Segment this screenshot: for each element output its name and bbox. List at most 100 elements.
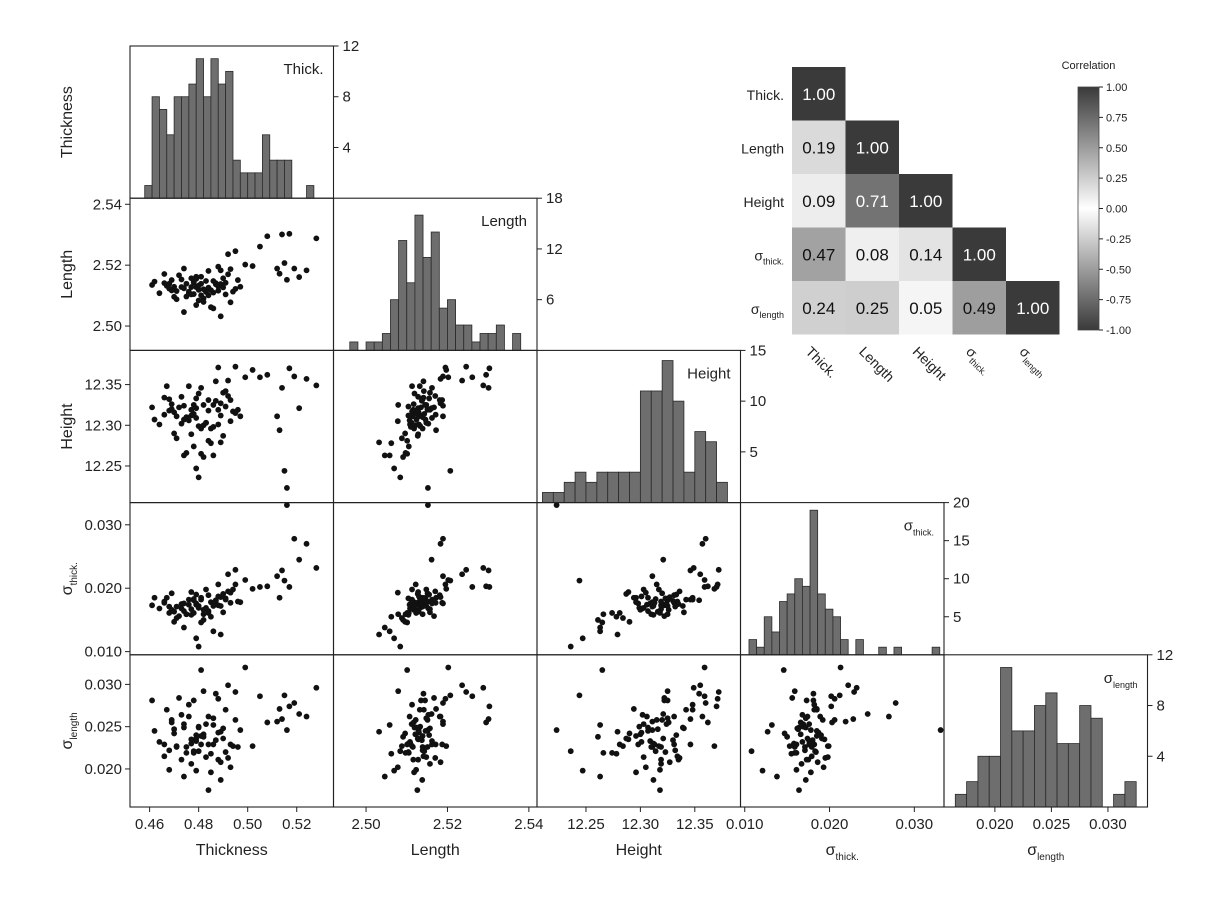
scatter-point [225, 393, 231, 399]
scatter-point [659, 590, 666, 597]
count-tick-label: 4 [1157, 748, 1165, 765]
scatter-point [200, 402, 207, 408]
y-tick-label: 0.020 [84, 580, 122, 597]
scatter-point [665, 719, 672, 726]
scatter-point [431, 695, 437, 701]
scatter-point [851, 689, 858, 695]
scatter-point [257, 374, 263, 381]
scatter-point [786, 743, 793, 750]
scatter-point [469, 584, 476, 590]
scatter-point [284, 485, 290, 491]
histogram-bar [1056, 743, 1069, 808]
scatter-point [748, 748, 755, 755]
scatter-point [424, 406, 431, 413]
scatter-point [212, 690, 219, 697]
scatter-point [281, 260, 288, 266]
scatter-point [225, 251, 231, 258]
scatter-point [485, 716, 492, 722]
scatter-point [426, 395, 433, 402]
panel-frame [332, 349, 538, 504]
histogram-bar [1011, 730, 1024, 808]
scatter-point [257, 243, 263, 250]
scatter-point [715, 689, 722, 695]
histogram-bar [786, 593, 796, 656]
scatter-point [225, 271, 231, 278]
scatter-point [483, 371, 490, 378]
scatter-point [440, 721, 446, 728]
scatter-point [660, 735, 667, 742]
scatter-point [407, 424, 414, 430]
scatter-point [203, 586, 209, 593]
scatter-point [181, 624, 187, 631]
scatter-point [666, 594, 673, 600]
scatter-point [188, 760, 195, 767]
scatter-point [701, 693, 708, 700]
histogram-bar [1113, 793, 1126, 808]
scatter-point [397, 748, 404, 755]
scatter-point [151, 278, 158, 285]
scatter-point [264, 371, 271, 378]
scatter-point [672, 747, 679, 754]
scatter-point [210, 741, 217, 748]
scatter-point [168, 719, 175, 726]
scatter-point [440, 600, 446, 607]
histogram-bar [381, 333, 391, 351]
scatter-point [443, 367, 450, 373]
scatter-point [291, 265, 298, 272]
scatter-point [193, 767, 200, 774]
scatter-point [485, 567, 492, 574]
scatter-point [381, 773, 388, 780]
scatter-point [480, 382, 487, 389]
heatmap-row-label: Height [744, 194, 785, 210]
scatter-point [205, 610, 212, 616]
scatter-point [151, 416, 158, 423]
scatter-point [183, 611, 190, 618]
colorbar-tick-label: -0.25 [1106, 234, 1131, 246]
scatter-point [419, 747, 426, 754]
scatter-point [388, 440, 395, 447]
scatter-point [313, 382, 320, 389]
scatter-point [681, 609, 687, 616]
scatter-point [793, 766, 800, 773]
scatter-point [655, 586, 662, 593]
scatter-point [418, 697, 424, 704]
scatter-point [198, 273, 205, 280]
histogram-bar [542, 492, 554, 504]
y-axis-label: Thickness [59, 86, 76, 158]
scatter-point [788, 750, 795, 757]
scatter-point [442, 581, 449, 588]
histogram-bar [1079, 705, 1092, 808]
scatter-point [421, 410, 428, 417]
scatter-point [407, 741, 414, 748]
heatmap-cell [792, 67, 846, 121]
scatter-point [419, 396, 426, 403]
panel-length-thick: 2.50 2.52 2.54 [93, 196, 335, 351]
scatter-point [198, 280, 205, 287]
scatter-point [185, 701, 192, 708]
scatter-point [654, 608, 661, 615]
scatter-point [423, 754, 430, 761]
count-tick-label: 12 [546, 241, 563, 258]
heatmap-cell-value: 1.00 [909, 192, 942, 211]
scatter-point [679, 603, 686, 609]
scatter-point [215, 283, 222, 290]
scatter-point [178, 711, 185, 718]
heatmap-cell [899, 227, 953, 281]
scatter-point [445, 664, 452, 671]
scatter-point [198, 425, 205, 432]
scatter-point [220, 284, 227, 291]
scatter-point [426, 732, 433, 739]
scatter-point [892, 700, 899, 706]
histogram-bar [447, 299, 456, 351]
scatter-point [662, 749, 669, 755]
scatter-point [181, 285, 187, 292]
scatter-point [217, 267, 224, 274]
histogram-bar [824, 608, 834, 656]
scatter-point [394, 589, 401, 596]
histogram-bar [373, 341, 383, 351]
scatter-point [286, 230, 293, 237]
correlation-heatmap: 1.00 Thick. 0.19 1.00 Length 0.09 0.71 1.00 Heig… [741, 60, 1131, 385]
scatter-point [597, 628, 604, 635]
heatmap-cell-value: 0.71 [856, 192, 889, 211]
scatter-point [664, 697, 671, 704]
